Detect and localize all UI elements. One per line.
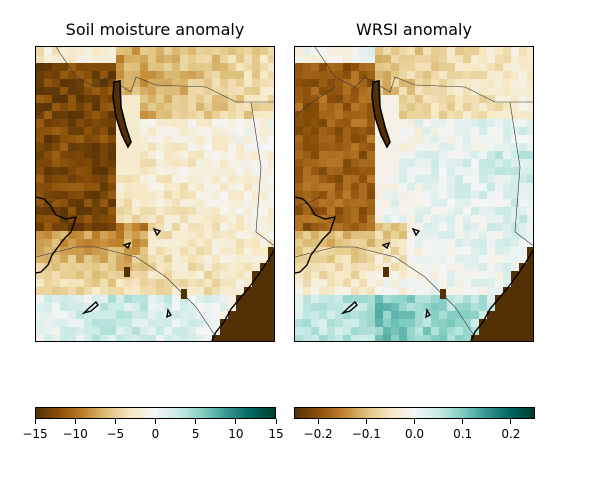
soil-moisture-colorbar: [35, 407, 276, 419]
colorbar-tick-label: 0.0: [404, 427, 425, 441]
right-panel-title: WRSI anomaly: [356, 20, 472, 39]
colorbar-tick-label: −0.2: [303, 427, 333, 441]
colorbar-tick: [365, 419, 367, 424]
colorbar-tick-label: 5: [191, 427, 200, 441]
colorbar-tick-label: −15: [22, 427, 48, 441]
colorbar-tick: [155, 419, 156, 424]
colorbar-tick-label: 0.2: [501, 427, 521, 441]
colorbar-tick: [317, 419, 319, 424]
colorbar-tick: [235, 419, 237, 424]
colorbar-tick: [114, 419, 116, 424]
colorbar-tick: [462, 419, 464, 424]
colorbar-tick: [275, 419, 277, 424]
wrsi-map: [294, 46, 534, 342]
wrsi-colorbar: [294, 407, 535, 419]
colorbar-tick: [414, 419, 415, 424]
colorbar-tick-label: −0.1: [351, 427, 381, 441]
colorbar-tick: [195, 419, 197, 424]
colorbar-tick: [74, 419, 76, 424]
colorbar-tick-label: 15: [268, 427, 284, 441]
colorbar-tick-label: −5: [106, 427, 125, 441]
colorbar-tick-label: −10: [62, 427, 88, 441]
colorbar-tick-label: 10: [228, 427, 244, 441]
colorbar-tick-label: 0: [151, 427, 160, 441]
left-panel-title: Soil moisture anomaly: [65, 20, 245, 39]
colorbar-tick: [510, 419, 512, 424]
soil-moisture-map: [35, 46, 275, 342]
colorbar-tick-label: 0.1: [453, 427, 473, 441]
colorbar-tick: [34, 419, 36, 424]
